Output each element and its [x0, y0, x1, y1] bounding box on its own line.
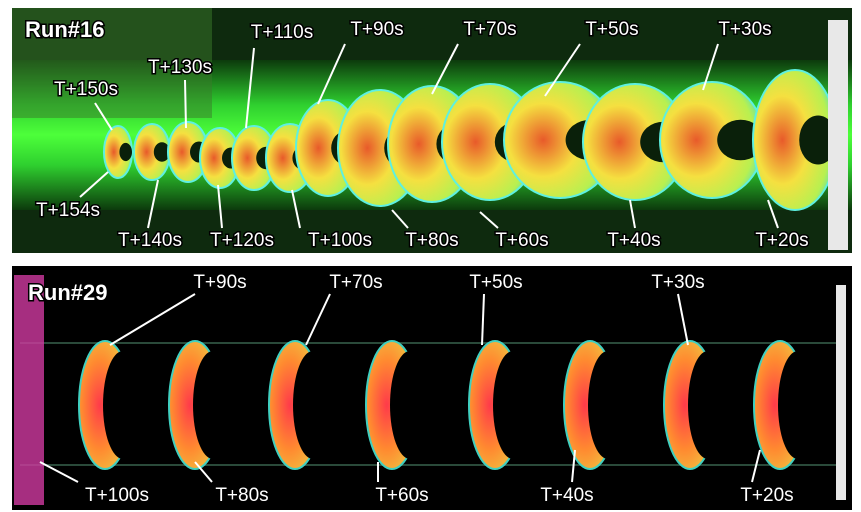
- leader-line: [767, 199, 779, 229]
- time-label: T+120s: [210, 230, 274, 251]
- time-label: T+40s: [607, 230, 660, 251]
- time-label: T+80s: [405, 230, 458, 251]
- front-hole: [717, 119, 764, 161]
- leader-line: [479, 211, 499, 229]
- wall: [828, 20, 848, 250]
- time-label: T+30s: [651, 272, 704, 293]
- time-label: T+100s: [85, 485, 149, 506]
- front-hole: [493, 351, 533, 459]
- leader-line: [245, 47, 255, 129]
- time-label: T+140s: [118, 230, 182, 251]
- front-hole: [193, 351, 233, 459]
- time-label: T+50s: [469, 272, 522, 293]
- flame-fronts: [78, 20, 848, 470]
- leader-line: [109, 293, 196, 346]
- time-label: T+30s: [718, 19, 771, 40]
- leader-line: [629, 199, 636, 229]
- leader-line: [184, 79, 187, 129]
- flame-front: [103, 125, 133, 179]
- leader-line: [291, 189, 301, 229]
- time-label: T+60s: [495, 230, 548, 251]
- time-label: T+20s: [740, 485, 793, 506]
- leader-line: [94, 102, 113, 131]
- time-label: T+130s: [148, 57, 212, 78]
- leader-line: [39, 461, 79, 483]
- front-hole: [799, 115, 837, 165]
- front-hole: [153, 142, 170, 162]
- panel-title: Run#16: [25, 17, 104, 42]
- front-hole: [588, 351, 628, 459]
- leader-line: [147, 179, 159, 229]
- time-label: T+70s: [463, 19, 516, 40]
- time-label: T+90s: [193, 272, 246, 293]
- front-hole: [103, 351, 143, 459]
- front-hole: [688, 351, 728, 459]
- time-label: T+20s: [755, 230, 808, 251]
- time-label: T+40s: [540, 485, 593, 506]
- time-label: T+150s: [54, 79, 118, 100]
- front-hole: [293, 351, 333, 459]
- leader-line: [571, 449, 576, 483]
- time-label: T+50s: [585, 19, 638, 40]
- leader-line: [79, 171, 109, 198]
- time-label: T+110s: [251, 22, 314, 43]
- leader-line: [217, 184, 223, 229]
- leader-line: [751, 449, 761, 483]
- time-label: T+100s: [308, 230, 372, 251]
- time-label: T+70s: [329, 272, 382, 293]
- panel-title: Run#29: [28, 280, 107, 305]
- leader-line: [481, 293, 485, 346]
- leader-line: [305, 293, 331, 346]
- leader-line: [702, 43, 719, 91]
- front-hole: [119, 142, 132, 162]
- leader-line: [677, 293, 689, 346]
- leader-line: [544, 43, 581, 97]
- leader-line: [431, 43, 459, 95]
- time-label: T+80s: [215, 485, 268, 506]
- front-hole: [390, 351, 430, 459]
- leader-line: [317, 43, 346, 105]
- time-label: T+90s: [350, 19, 403, 40]
- leader-line: [194, 461, 213, 483]
- time-label: T+154s: [36, 200, 100, 221]
- time-label: T+60s: [375, 485, 428, 506]
- front-hole: [778, 351, 818, 459]
- leader-line: [391, 209, 409, 229]
- leader-lines: [39, 43, 779, 483]
